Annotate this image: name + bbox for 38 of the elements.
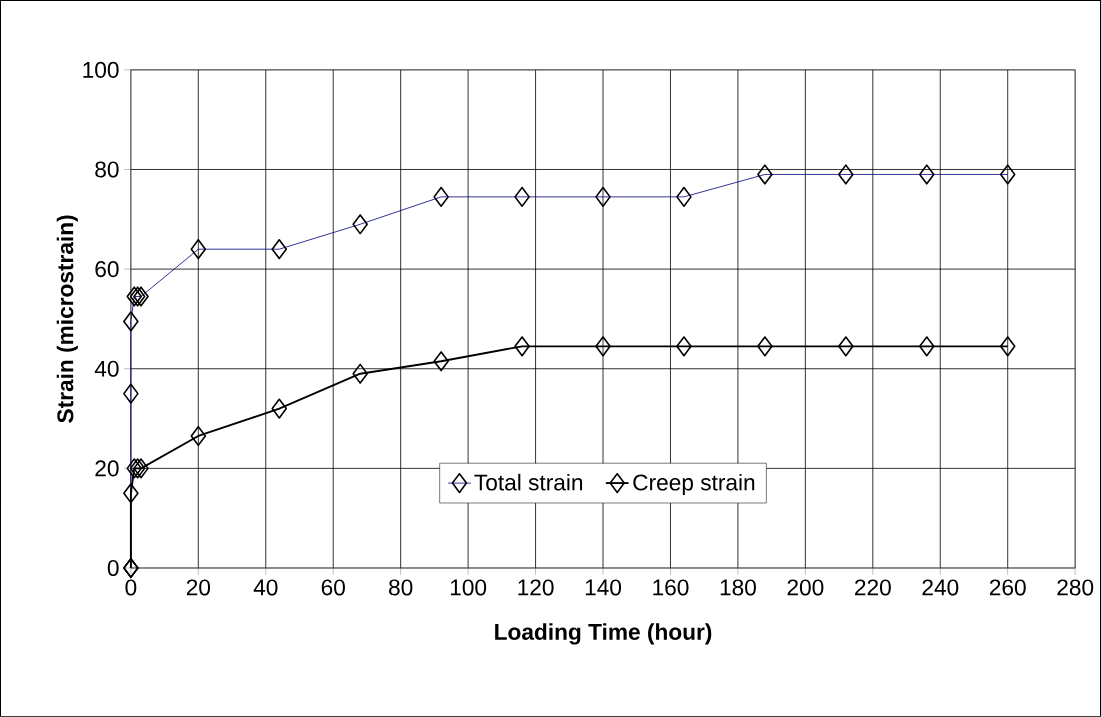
x-tick-label: 20 xyxy=(186,579,211,596)
y-axis-title: Strain (microstrain) xyxy=(56,215,78,423)
point xyxy=(757,336,773,357)
point xyxy=(133,458,149,479)
point xyxy=(190,425,207,447)
x-tick-label: 0 xyxy=(125,579,137,596)
x-tick-label: 100 xyxy=(450,579,487,596)
point xyxy=(676,336,692,357)
y-tick-label: 80 xyxy=(95,161,119,178)
y-tick-label: 20 xyxy=(95,460,119,477)
x-tick-label: 80 xyxy=(389,579,413,596)
x-tick-label: 160 xyxy=(653,579,689,596)
point xyxy=(352,363,369,384)
x-tick-label: 220 xyxy=(855,579,891,596)
x-tick-label: 280 xyxy=(1057,579,1094,596)
x-tick-label: 140 xyxy=(585,579,622,596)
y-tick-label: 0 xyxy=(107,560,119,577)
y-tick-label: 60 xyxy=(95,261,119,278)
point xyxy=(514,336,530,357)
point xyxy=(838,336,854,357)
point xyxy=(918,336,935,357)
x-axis-title: Loading Time (hour) xyxy=(495,623,712,645)
x-tick-label: 200 xyxy=(787,579,824,596)
x-tick-label: 260 xyxy=(989,579,1026,596)
x-tick-label: 40 xyxy=(253,579,278,596)
legend-label: Creep strain xyxy=(633,473,755,496)
x-tick-label: 60 xyxy=(321,579,345,596)
x-tick-label: 240 xyxy=(922,579,959,596)
point xyxy=(433,351,449,372)
y-tick-label: 100 xyxy=(83,61,119,78)
y-tick-label: 40 xyxy=(94,360,119,377)
legend-label: Total strain xyxy=(474,473,583,491)
point xyxy=(123,483,139,504)
point xyxy=(595,336,611,357)
x-tick-label: 120 xyxy=(518,579,554,596)
point xyxy=(271,398,288,419)
point xyxy=(999,336,1016,357)
x-tick-label: 180 xyxy=(720,579,756,596)
